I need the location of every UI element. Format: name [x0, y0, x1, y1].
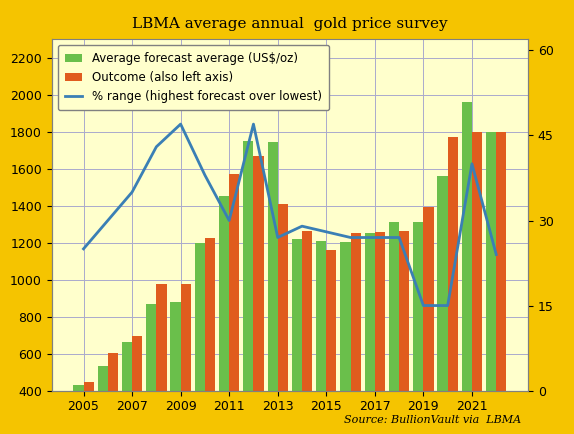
Bar — [132, 336, 142, 434]
Bar — [254, 156, 263, 434]
Bar — [146, 304, 156, 434]
Bar — [413, 222, 424, 434]
Bar — [278, 204, 288, 434]
Bar — [375, 233, 385, 434]
% range (highest forecast over lowest) — [177, 122, 184, 127]
Bar — [424, 207, 433, 434]
Bar — [122, 342, 132, 434]
% range (highest forecast over lowest) — [323, 229, 329, 234]
Bar — [497, 132, 506, 434]
Bar — [437, 176, 448, 434]
Bar — [486, 132, 497, 434]
Bar — [156, 284, 166, 434]
% range (highest forecast over lowest) — [298, 224, 305, 229]
Bar — [98, 365, 108, 434]
% range (highest forecast over lowest) — [80, 246, 87, 251]
% range (highest forecast over lowest) — [347, 235, 354, 240]
Line: % range (highest forecast over lowest): % range (highest forecast over lowest) — [83, 124, 497, 306]
Bar — [472, 132, 482, 434]
% range (highest forecast over lowest) — [153, 144, 160, 149]
% range (highest forecast over lowest) — [250, 122, 257, 127]
Bar — [461, 102, 472, 434]
Bar — [302, 230, 312, 434]
Bar — [108, 353, 118, 434]
Bar — [205, 238, 215, 434]
Bar — [170, 302, 181, 434]
% range (highest forecast over lowest) — [468, 161, 475, 166]
Bar — [326, 250, 336, 434]
% range (highest forecast over lowest) — [201, 173, 208, 178]
Bar — [195, 243, 205, 434]
Bar — [181, 284, 191, 434]
Bar — [316, 241, 326, 434]
% range (highest forecast over lowest) — [274, 235, 281, 240]
Bar — [340, 242, 351, 434]
% range (highest forecast over lowest) — [444, 303, 451, 308]
Bar — [267, 142, 278, 434]
Bar — [389, 222, 399, 434]
Bar — [448, 137, 458, 434]
% range (highest forecast over lowest) — [129, 190, 135, 195]
Bar — [243, 141, 254, 434]
Text: Source: BullionVault via  LBMA: Source: BullionVault via LBMA — [344, 415, 522, 425]
% range (highest forecast over lowest) — [395, 235, 402, 240]
Bar — [351, 233, 361, 434]
Bar — [73, 385, 83, 434]
Bar — [292, 239, 302, 434]
Bar — [83, 382, 94, 434]
Bar — [219, 196, 229, 434]
Legend: Average forecast average (US$/oz), Outcome (also left axis), % range (highest fo: Average forecast average (US$/oz), Outco… — [57, 45, 329, 110]
% range (highest forecast over lowest) — [493, 252, 500, 257]
% range (highest forecast over lowest) — [420, 303, 427, 308]
Bar — [364, 233, 375, 434]
Title: LBMA average annual  gold price survey: LBMA average annual gold price survey — [132, 17, 448, 31]
% range (highest forecast over lowest) — [226, 218, 232, 223]
% range (highest forecast over lowest) — [104, 218, 111, 223]
Bar — [399, 230, 409, 434]
Bar — [229, 174, 239, 434]
% range (highest forecast over lowest) — [371, 235, 378, 240]
